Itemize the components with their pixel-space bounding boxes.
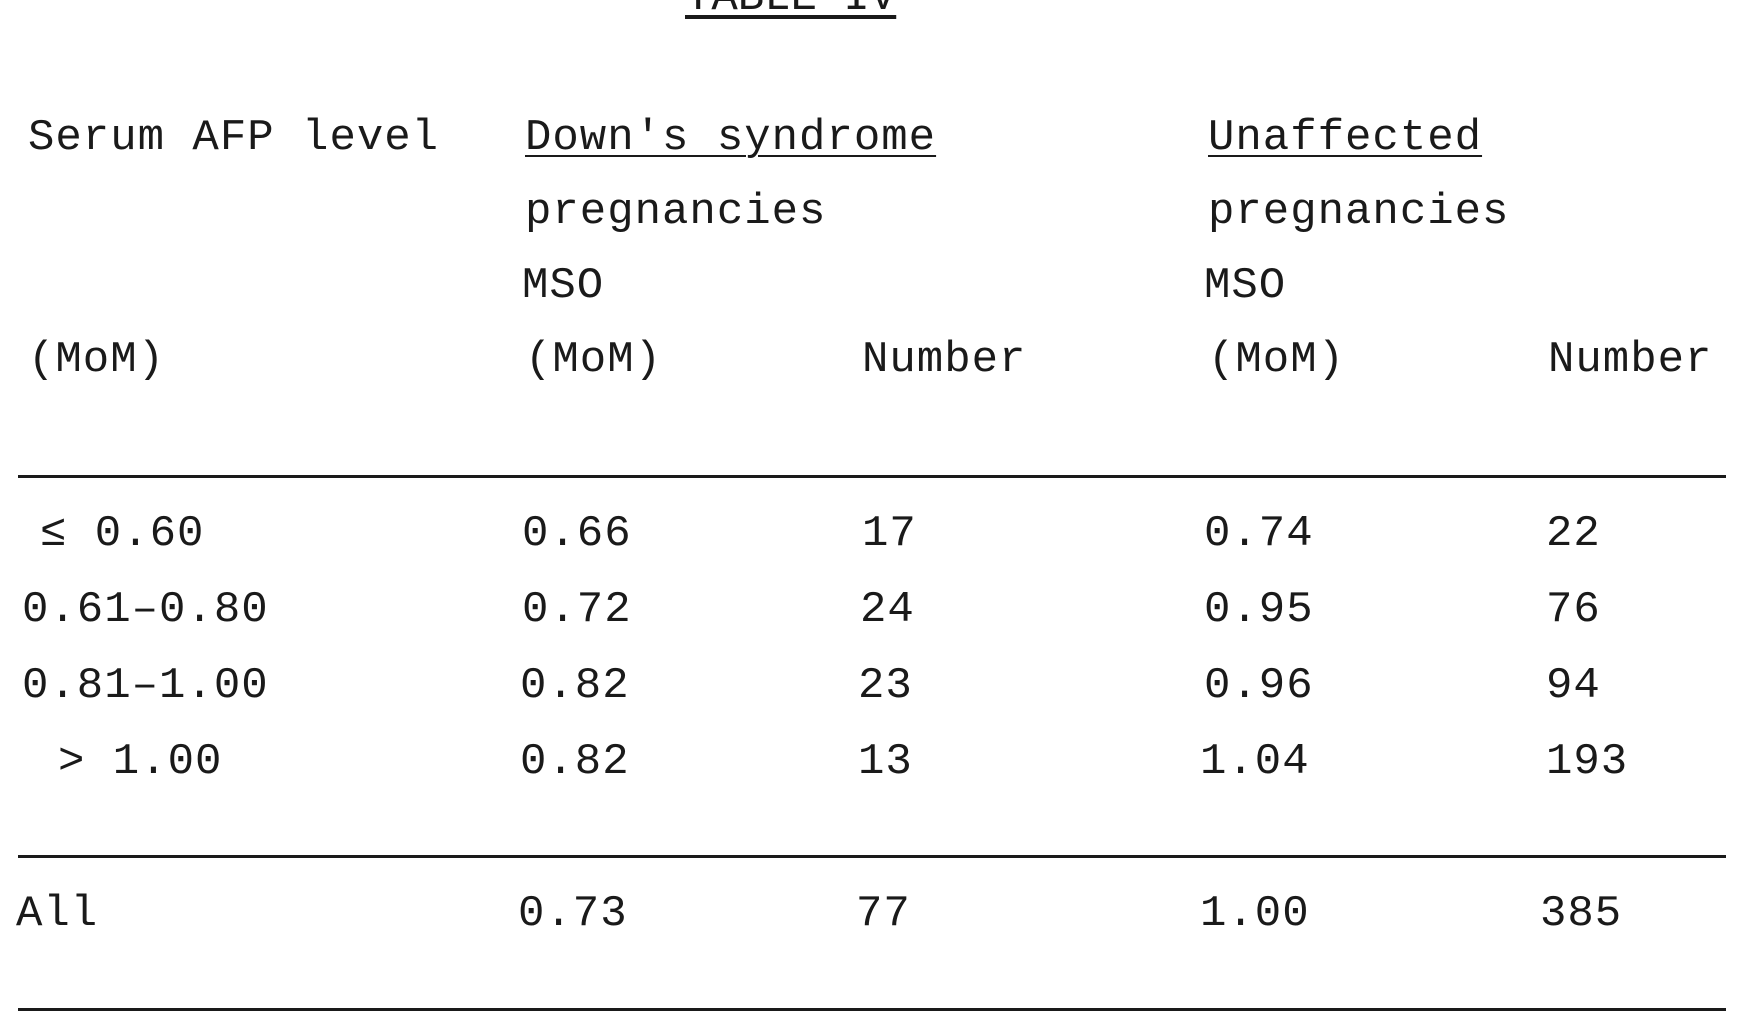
row-2-ds-number: 24 — [860, 588, 915, 632]
row-3-level: 0.81–1.00 — [22, 664, 269, 708]
row-1-un-number: 22 — [1546, 512, 1601, 556]
row-4-un-mso: 1.04 — [1200, 740, 1310, 784]
row-3-ds-number: 23 — [858, 664, 913, 708]
header-rule — [18, 475, 1726, 478]
header-downs-mso: MSO — [522, 264, 604, 308]
row-4-un-number: 193 — [1546, 740, 1628, 784]
header-unaffected-pregnancies: pregnancies — [1208, 190, 1509, 234]
row-4-ds-mso: 0.82 — [520, 740, 630, 784]
header-downs-mom: (MoM) — [525, 338, 662, 382]
table-title: TABLE IV — [685, 0, 896, 20]
total-un-mso: 1.00 — [1200, 892, 1310, 936]
row-2-un-number: 76 — [1546, 588, 1601, 632]
row-4-level: > 1.00 — [58, 740, 222, 784]
header-downs-syndrome: Down's syndrome — [525, 116, 936, 160]
row-2-ds-mso: 0.72 — [522, 588, 632, 632]
row-1-ds-number: 17 — [862, 512, 917, 556]
header-level-mom: (MoM) — [28, 338, 165, 382]
header-unaffected-number: Number — [1548, 338, 1712, 382]
row-1-level: ≤ 0.60 — [40, 512, 204, 556]
header-unaffected: Unaffected — [1208, 116, 1482, 160]
total-un-number: 385 — [1540, 892, 1622, 936]
header-serum-afp-level: Serum AFP level — [28, 116, 439, 160]
header-unaffected-mso: MSO — [1204, 264, 1286, 308]
row-2-un-mso: 0.95 — [1204, 588, 1314, 632]
row-3-ds-mso: 0.82 — [520, 664, 630, 708]
row-4-ds-number: 13 — [858, 740, 913, 784]
total-ds-number: 77 — [856, 892, 911, 936]
header-unaffected-mom: (MoM) — [1208, 338, 1345, 382]
row-3-un-mso: 0.96 — [1204, 664, 1314, 708]
row-2-level: 0.61–0.80 — [22, 588, 269, 632]
total-ds-mso: 0.73 — [518, 892, 628, 936]
header-downs-number: Number — [862, 338, 1026, 382]
row-1-ds-mso: 0.66 — [522, 512, 632, 556]
bottom-rule — [18, 1008, 1726, 1011]
row-3-un-number: 94 — [1546, 664, 1601, 708]
row-1-un-mso: 0.74 — [1204, 512, 1314, 556]
total-rule — [18, 855, 1726, 858]
header-downs-pregnancies: pregnancies — [525, 190, 826, 234]
total-level: All — [16, 892, 98, 936]
